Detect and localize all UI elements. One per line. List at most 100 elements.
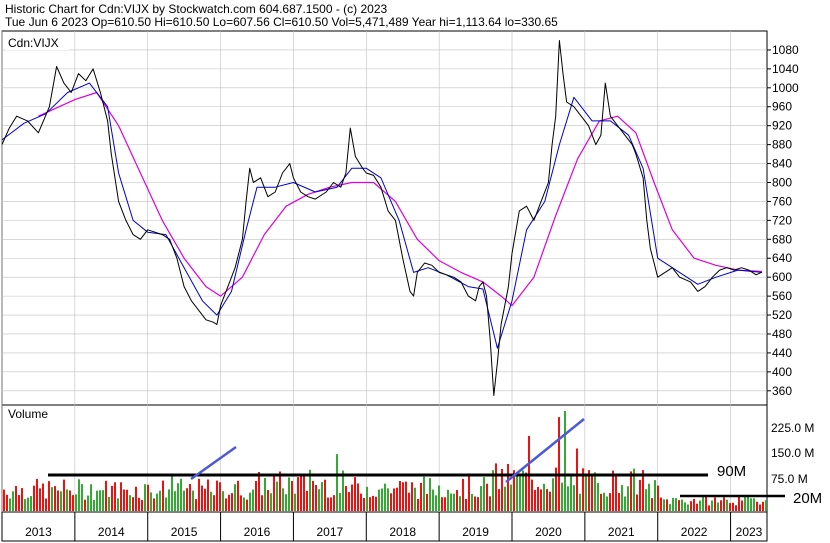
- volume-bar: [30, 496, 32, 511]
- volume-bar: [516, 472, 518, 511]
- volume-bar: [339, 493, 341, 511]
- volume-bar: [711, 500, 713, 511]
- volume-bar: [108, 496, 110, 511]
- price-tick-label: 720: [772, 213, 792, 227]
- volume-bar: [48, 481, 50, 511]
- volume-bar: [726, 499, 728, 511]
- volume-trend-line-2019: [505, 418, 585, 483]
- volume-bar: [303, 473, 305, 511]
- volume-bar: [690, 501, 692, 511]
- volume-bar: [390, 493, 392, 511]
- volume-bar: [579, 493, 581, 511]
- volume-bar: [759, 504, 761, 511]
- price-tick-label: 560: [772, 289, 792, 303]
- volume-bar: [222, 491, 224, 511]
- price-tick-label: 920: [772, 119, 792, 133]
- volume-bar: [333, 495, 335, 511]
- volume-bar: [489, 496, 491, 511]
- volume-bar: [468, 475, 470, 511]
- volume-annotation-90m: 90M: [717, 463, 746, 480]
- volume-bar: [384, 483, 386, 511]
- volume-bar: [111, 485, 113, 511]
- volume-bar: [66, 489, 68, 511]
- volume-bar: [714, 497, 716, 511]
- volume-bar: [351, 484, 353, 511]
- volume-bar: [273, 476, 275, 511]
- volume-bar: [162, 480, 164, 511]
- volume-bar: [462, 479, 464, 511]
- volume-bar: [486, 483, 488, 511]
- volume-bar: [141, 500, 143, 511]
- volume-bar: [3, 489, 5, 511]
- volume-bar: [285, 494, 287, 511]
- price-tick-label: 440: [772, 346, 792, 360]
- volume-bar: [648, 483, 650, 511]
- volume-bar: [420, 482, 422, 511]
- volume-bar: [735, 505, 737, 511]
- volume-bar: [306, 490, 308, 511]
- volume-bar: [114, 482, 116, 511]
- volume-bar: [429, 478, 431, 511]
- volume-bar: [342, 470, 344, 511]
- volume-bar: [102, 490, 104, 511]
- volume-bar: [225, 498, 227, 511]
- volume-bar: [513, 470, 515, 511]
- volume-bar: [234, 484, 236, 511]
- volume-bar: [282, 488, 284, 511]
- volume-bar: [300, 474, 302, 511]
- year-tick-label: 2016: [244, 525, 271, 539]
- volume-bar: [399, 481, 401, 511]
- price-tick-label: 400: [772, 365, 792, 379]
- volume-bar: [588, 470, 590, 511]
- volume-bar: [594, 472, 596, 511]
- volume-bar: [480, 486, 482, 511]
- volume-bar: [543, 483, 545, 511]
- volume-bar: [63, 479, 65, 511]
- volume-bar: [279, 471, 281, 511]
- volume-bar: [471, 494, 473, 511]
- year-tick-label: 2023: [736, 525, 763, 539]
- volume-bar: [492, 470, 494, 511]
- volume-bar: [426, 493, 428, 511]
- volume-bar: [246, 499, 248, 511]
- volume-bar: [495, 463, 497, 511]
- volume-bar: [432, 489, 434, 511]
- volume-bar: [291, 481, 293, 511]
- volume-bar: [720, 500, 722, 511]
- volume-bar: [675, 498, 677, 511]
- volume-bar: [309, 469, 311, 511]
- volume-bar: [39, 488, 41, 511]
- volume-bar: [240, 495, 242, 511]
- volume-bar: [612, 470, 614, 511]
- volume-bar: [552, 478, 554, 511]
- volume-bar: [744, 494, 746, 511]
- price-tick-label: 960: [772, 100, 792, 114]
- volume-bar: [393, 488, 395, 511]
- volume-bar: [270, 493, 272, 511]
- year-tick-label: 2018: [389, 525, 416, 539]
- volume-bar: [753, 498, 755, 511]
- volume-bar: [366, 486, 368, 511]
- volume-bar: [573, 485, 575, 511]
- volume-bar: [414, 487, 416, 511]
- volume-bar: [510, 484, 512, 511]
- volume-bar: [375, 496, 377, 511]
- short-moving-average-line: [1, 82, 762, 349]
- volume-bar: [258, 472, 260, 511]
- volume-bar: [294, 493, 296, 511]
- volume-bar: [447, 489, 449, 511]
- price-tick-label: 600: [772, 270, 792, 284]
- chart-header-line2: Tue Jun 6 2023 Op=610.50 Hi=610.50 Lo=60…: [5, 15, 558, 29]
- volume-bar: [318, 489, 320, 511]
- volume-bar: [555, 467, 557, 511]
- volume-bar: [51, 487, 53, 511]
- volume-bar: [504, 486, 506, 511]
- volume-bar: [684, 502, 686, 511]
- year-tick-label: 2015: [171, 525, 198, 539]
- volume-bar: [435, 495, 437, 511]
- volume-bar: [96, 490, 98, 511]
- volume-bar: [330, 497, 332, 511]
- volume-bar: [669, 504, 671, 511]
- volume-bar: [537, 486, 539, 511]
